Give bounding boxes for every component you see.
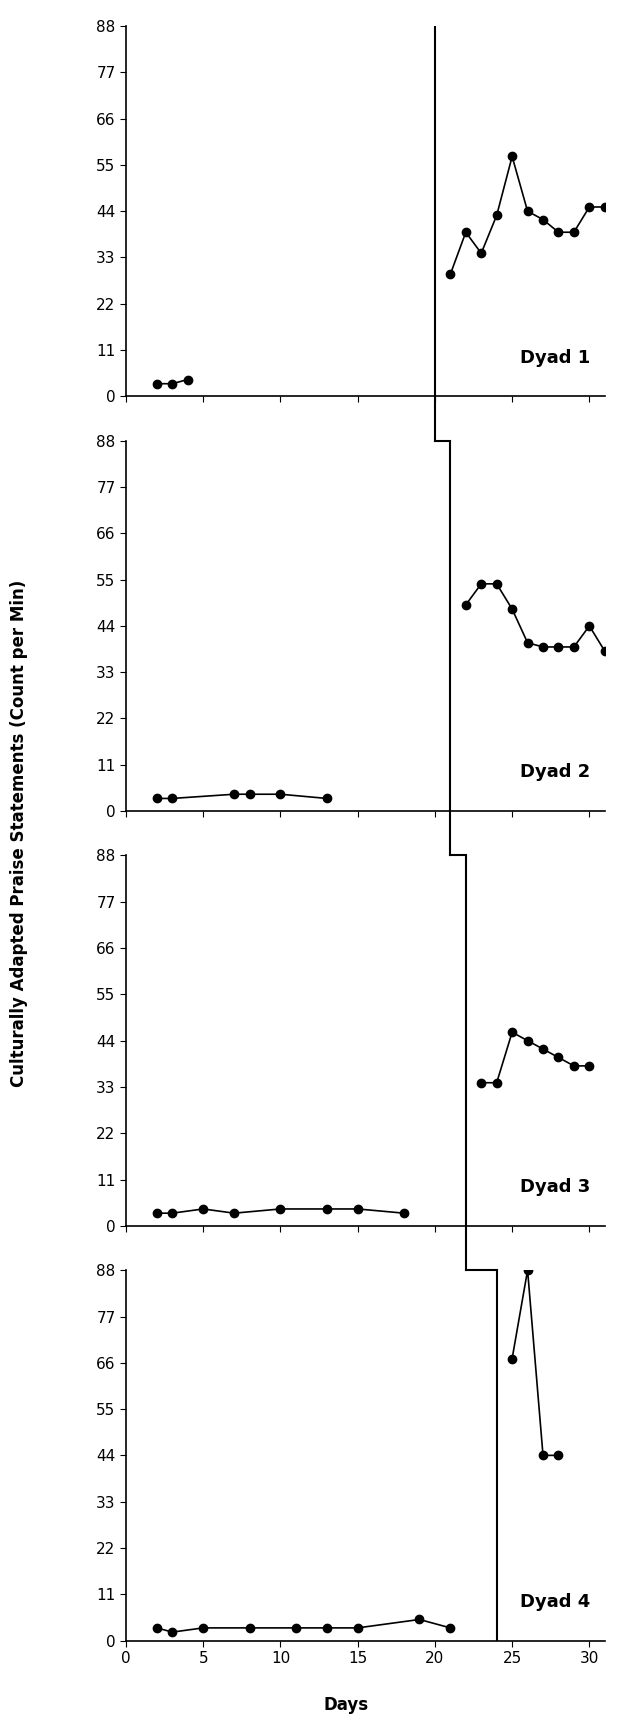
Text: Dyad 4: Dyad 4 xyxy=(520,1594,590,1611)
Text: Dyad 2: Dyad 2 xyxy=(520,764,590,781)
Text: Culturally Adapted Praise Statements (Count per Min): Culturally Adapted Praise Statements (Co… xyxy=(10,580,28,1087)
Text: Dyad 3: Dyad 3 xyxy=(520,1179,590,1196)
Text: Dyad 1: Dyad 1 xyxy=(520,349,590,366)
Text: Days: Days xyxy=(324,1696,369,1713)
